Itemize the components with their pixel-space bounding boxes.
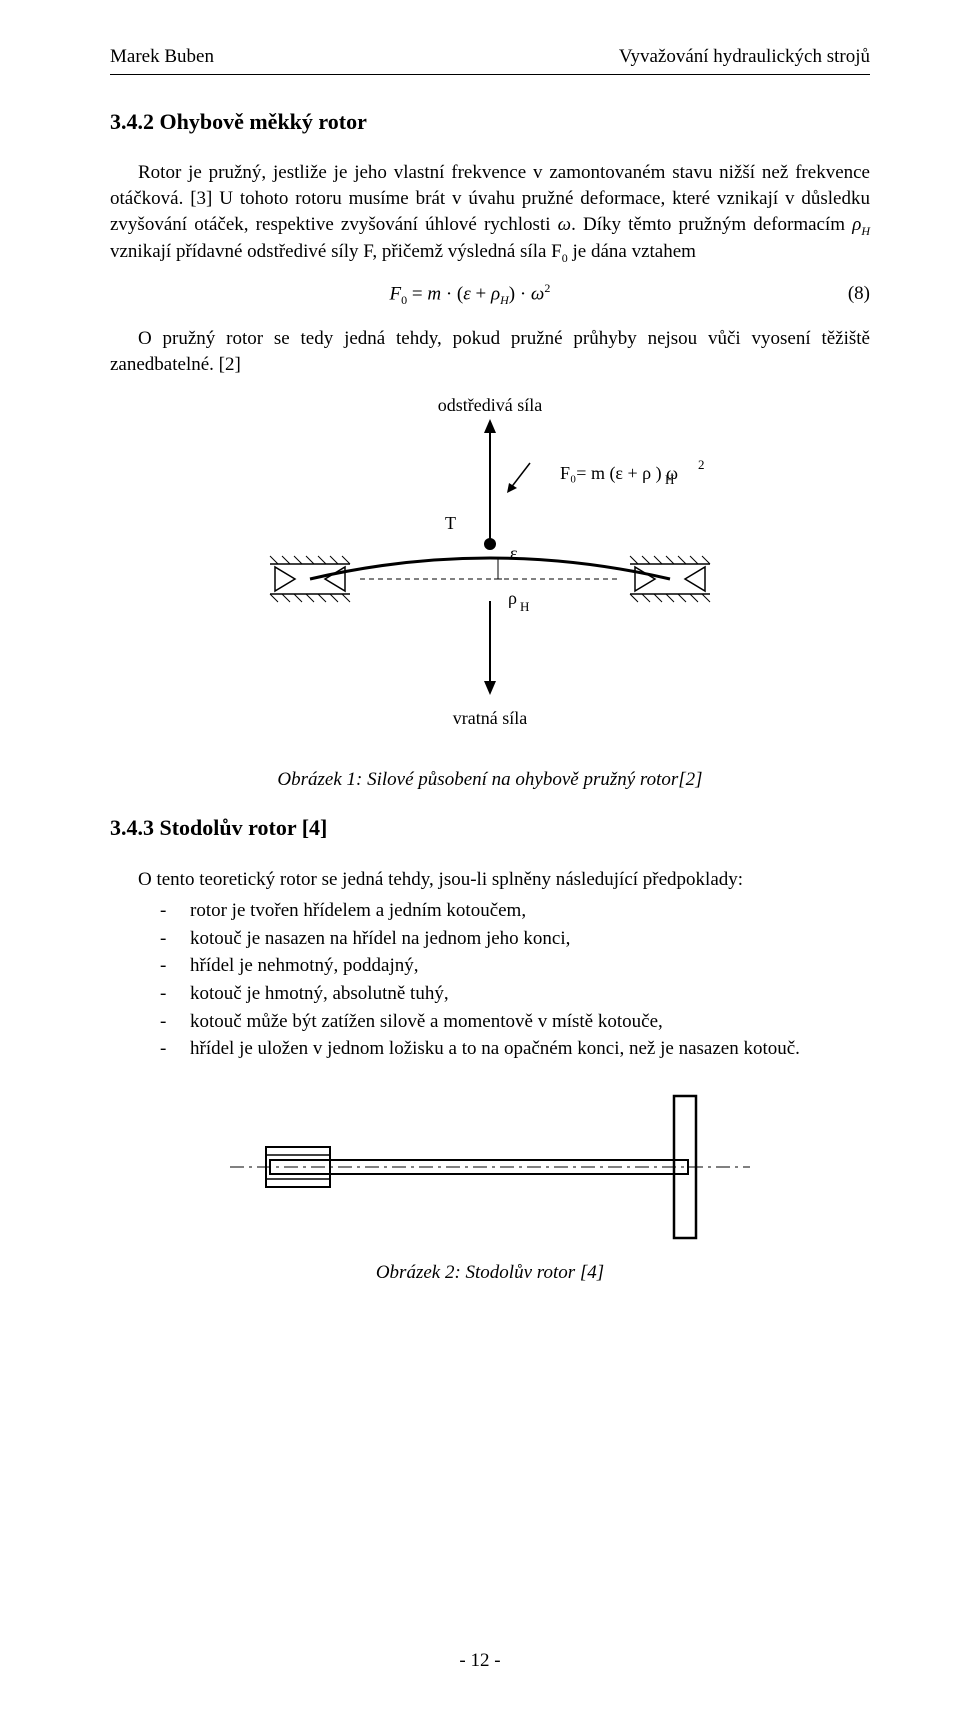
fig1-top-label: odstředivá síla [438,395,542,415]
equation-8-body: F0 = m · (ε + ρH) · ω2 [390,280,551,308]
para-342-2: O pružný rotor se tedy jedná tehdy, poku… [110,326,870,377]
fig1-eps-label: ε [510,543,518,563]
list-item: -kotouč je hmotný, absolutně tuhý, [160,981,870,1007]
para-343-intro: O tento teoretický rotor se jedná tehdy,… [110,867,870,893]
fig1-bottom-label: vratná síla [453,708,527,728]
figure-1: odstředivá síla F₀= m (ε + ρ ) ω H 2 T [230,389,750,759]
para-342-1: Rotor je pružný, jestliže je jeho vlastn… [110,160,870,265]
heading-342: 3.4.2 Ohybově měkký rotor [110,107,870,137]
svg-text:H: H [520,599,529,614]
page-header: Marek Buben Vyvažování hydraulických str… [110,44,870,75]
equation-8-number: (8) [830,281,870,307]
svg-text:H: H [665,472,674,487]
figure-2 [220,1082,760,1252]
list-item: -kotouč může být zatížen silově a moment… [160,1009,870,1035]
list-item: -rotor je tvořen hřídelem a jedním kotou… [160,898,870,924]
fig1-rho-label: ρ [508,588,517,608]
figure-2-caption: Obrázek 2: Stodolův rotor [4] [110,1260,870,1286]
equation-8: F0 = m · (ε + ρH) · ω2 (8) [110,280,870,308]
page-number: - 12 - [0,1648,960,1674]
fig1-formula: F₀= m (ε + ρ ) ω [560,463,678,484]
shaft-curve [310,558,670,579]
list-item: -hřídel je uložen v jednom ložisku a to … [160,1036,870,1062]
heading-343: 3.4.3 Stodolův rotor [4] [110,813,870,843]
bullet-list-343: -rotor je tvořen hřídelem a jedním kotou… [110,898,870,1062]
svg-text:2: 2 [698,457,705,472]
fig1-T-label: T [445,513,456,533]
header-right: Vyvažování hydraulických strojů [619,44,870,70]
header-left: Marek Buben [110,44,214,70]
list-item: -hřídel je nehmotný, poddajný, [160,953,870,979]
figure-1-caption: Obrázek 1: Silové působení na ohybově pr… [110,767,870,793]
list-item: -kotouč je nasazen na hřídel na jednom j… [160,926,870,952]
